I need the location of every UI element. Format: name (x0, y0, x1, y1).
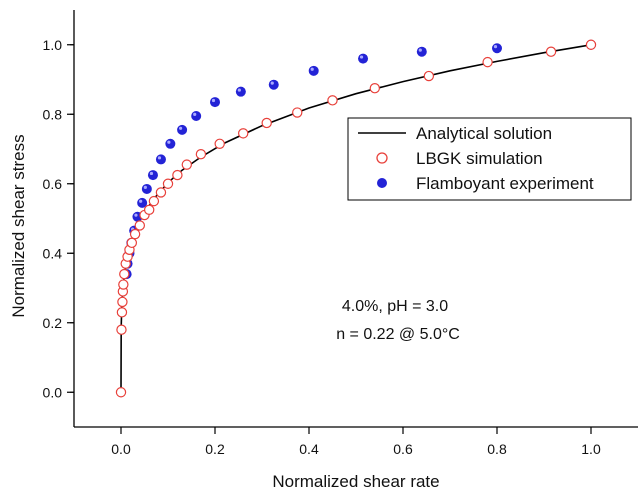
y-tick-label: 0.0 (43, 384, 63, 400)
flamboyant-experiment-point (147, 170, 158, 181)
lbgk-simulation-point (155, 187, 167, 198)
legend: Analytical solution LBGK simulation Flam… (347, 117, 632, 201)
lbgk-simulation-point (237, 128, 249, 139)
flamboyant-point-highlight (211, 98, 216, 103)
flamboyant-experiment-point (191, 110, 202, 121)
flamboyant-experiment-point (416, 46, 427, 57)
axes: 0.0 0.2 0.4 0.6 0.8 1.0 0.0 0.2 0.4 0.6 0.8 1.0 (43, 10, 638, 457)
flamboyant-point-highlight (310, 67, 314, 71)
legend-label-flamboyant: Flamboyant experiment (416, 174, 594, 193)
lbgk-simulation-point (292, 107, 303, 118)
x-axis-title: Normalized shear rate (272, 472, 439, 491)
lbgk-simulation-point (129, 228, 141, 240)
y-tick-label: 0.6 (43, 176, 63, 192)
flamboyant-experiment-point (268, 79, 279, 90)
flamboyant-point-highlight (134, 213, 138, 217)
x-tick-label: 0.6 (393, 441, 413, 457)
x-tick-label: 0.8 (487, 441, 507, 457)
flamboyant-point-highlight (493, 45, 498, 49)
series-layer (115, 39, 597, 398)
flamboyant-point-highlight (179, 126, 183, 130)
lbgk-simulation-point (181, 159, 192, 170)
flamboyant-experiment-point (155, 154, 166, 165)
lbgk-simulation-point (195, 149, 207, 160)
lbgk-simulation-point (134, 220, 145, 231)
flamboyant-point-highlight (270, 81, 274, 85)
flamboyant-experiment-point (210, 97, 220, 108)
flamboyant-point-highlight (143, 185, 147, 189)
y-axis-title: Normalized shear stress (9, 134, 28, 317)
flamboyant-point-highlight (418, 48, 422, 52)
lbgk-simulation-point (118, 279, 129, 290)
x-tick-label: 0.0 (111, 441, 131, 457)
flamboyant-point-highlight (359, 55, 364, 59)
flamboyant-experiment-point (235, 86, 246, 97)
flamboyant-point-highlight (167, 140, 171, 144)
flamboyant-experiment-point (492, 43, 502, 54)
lbgk-simulation-point (117, 296, 128, 308)
y-tick-label: 1.0 (43, 37, 63, 53)
lbgk-simulation-point (119, 268, 130, 280)
lbgk-simulation-point (214, 138, 225, 149)
flamboyant-point-highlight (149, 171, 154, 176)
y-tick-label: 0.2 (43, 315, 63, 331)
flamboyant-experiment-point (177, 124, 188, 135)
lbgk-simulation-point (369, 82, 380, 94)
lbgk-simulation-point (423, 70, 435, 82)
flamboyant-experiment-point (141, 183, 152, 194)
x-tick-label: 1.0 (581, 441, 601, 457)
lbgk-simulation-point (162, 178, 174, 189)
lbgk-simulation-point (148, 195, 160, 207)
annotation-flow-index: n = 0.22 @ 5.0°C (336, 326, 460, 343)
flamboyant-point-highlight (139, 199, 143, 203)
x-tick-label: 0.4 (299, 441, 319, 457)
annotation-concentration-ph: 4.0%, pH = 3.0 (342, 298, 448, 315)
lbgk-simulation-point (115, 387, 127, 398)
x-tick-label: 0.2 (205, 441, 225, 457)
lbgk-simulation-point (143, 204, 155, 216)
legend-label-analytical: Analytical solution (416, 124, 552, 143)
flamboyant-experiment-point (308, 65, 319, 76)
flamboyant-point-highlight (157, 156, 162, 160)
flamboyant-point-highlight (193, 112, 197, 116)
lbgk-simulation-point (585, 39, 597, 50)
lbgk-simulation-point (116, 307, 128, 318)
legend-open-marker-swatch (376, 152, 388, 164)
legend-filled-marker-swatch (377, 178, 387, 188)
y-tick-label: 0.8 (43, 106, 63, 122)
flamboyant-experiment-point (165, 138, 176, 149)
lbgk-simulation-point (126, 237, 138, 249)
flamboyant-point-highlight (237, 88, 241, 92)
lbgk-simulation-point (327, 95, 338, 106)
flamboyant-experiment-point (358, 53, 369, 64)
legend-box (347, 117, 632, 201)
lbgk-simulation-point (116, 324, 127, 335)
lbgk-simulation-point (482, 56, 493, 68)
y-tick-label: 0.4 (43, 245, 63, 261)
lbgk-simulation-point (172, 169, 183, 181)
lbgk-simulation-point (261, 117, 272, 129)
legend-label-lbgk: LBGK simulation (416, 149, 543, 168)
lbgk-simulation-point (545, 46, 557, 57)
